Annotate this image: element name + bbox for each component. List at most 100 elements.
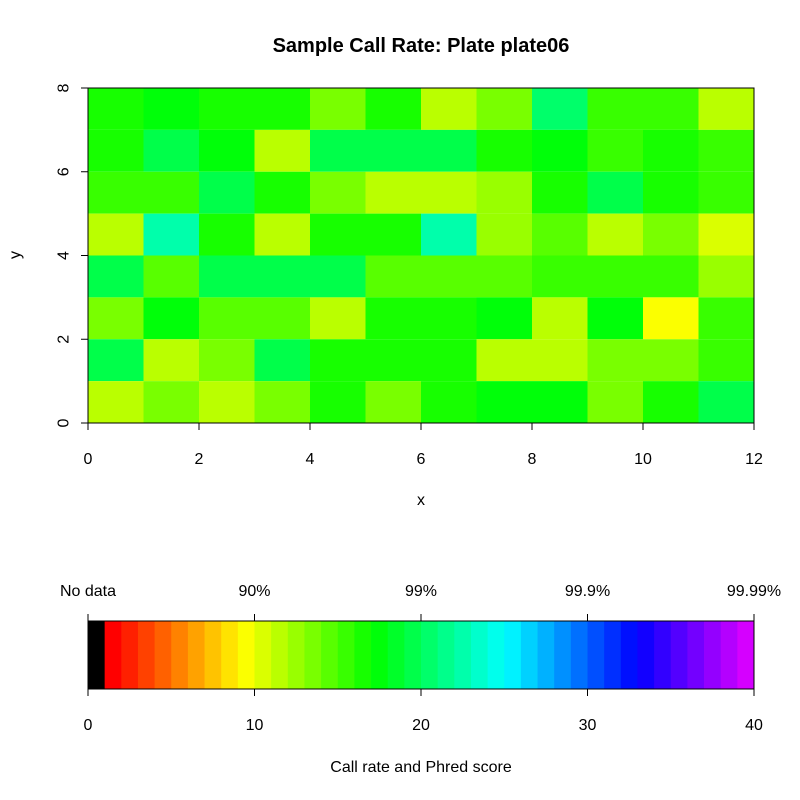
legend-tick-label: 20 bbox=[412, 717, 430, 734]
heatmap-cell bbox=[421, 297, 477, 340]
legend-swatch bbox=[204, 621, 222, 689]
heatmap-cell bbox=[643, 381, 699, 423]
legend-top-label: 99.9% bbox=[565, 583, 610, 600]
legend-swatch bbox=[254, 621, 272, 689]
heatmap-cell bbox=[88, 88, 144, 130]
heatmap-cell bbox=[365, 381, 421, 423]
y-axis-label: y bbox=[7, 251, 24, 259]
heatmap-cell bbox=[643, 129, 699, 172]
heatmap-cell bbox=[532, 255, 588, 298]
legend-swatch bbox=[137, 621, 155, 689]
heatmap-cell bbox=[143, 129, 199, 172]
heatmap-cell bbox=[199, 339, 255, 382]
heatmap-cell bbox=[532, 88, 588, 130]
y-tick-label: 6 bbox=[56, 167, 73, 176]
legend-swatch bbox=[687, 621, 705, 689]
y-axis: 0 2 4 6 8 bbox=[56, 83, 89, 427]
heatmap-cell bbox=[310, 213, 366, 256]
heatmap-cell bbox=[643, 88, 699, 130]
heatmap-cell bbox=[88, 381, 144, 423]
heatmap-cell bbox=[254, 213, 310, 256]
heatmap-cell bbox=[532, 129, 588, 172]
heatmap-cell bbox=[476, 129, 532, 172]
heatmap-cell bbox=[698, 381, 754, 423]
heatmap-cell bbox=[254, 171, 310, 214]
legend-swatch bbox=[354, 621, 372, 689]
legend-swatch bbox=[454, 621, 472, 689]
heatmap-cell bbox=[199, 381, 255, 423]
heatmap-cell bbox=[587, 255, 643, 298]
heatmap-cell bbox=[587, 88, 643, 130]
legend-swatch bbox=[154, 621, 172, 689]
legend-swatch bbox=[387, 621, 405, 689]
heatmap-cell bbox=[698, 129, 754, 172]
heatmap-cell bbox=[310, 129, 366, 172]
heatmap-cell bbox=[310, 381, 366, 423]
heatmap-cell bbox=[199, 297, 255, 340]
heatmap-cell bbox=[698, 339, 754, 382]
heatmap-cell bbox=[143, 381, 199, 423]
heatmap-cell bbox=[587, 381, 643, 423]
heatmap-cell bbox=[365, 213, 421, 256]
legend-swatch bbox=[121, 621, 139, 689]
heatmap-cell bbox=[421, 129, 477, 172]
legend-swatch bbox=[287, 621, 305, 689]
x-tick-label: 0 bbox=[84, 451, 93, 468]
legend-swatch bbox=[670, 621, 688, 689]
heatmap-cell bbox=[199, 213, 255, 256]
heatmap-cell bbox=[365, 171, 421, 214]
heatmap-cell bbox=[698, 213, 754, 256]
legend-swatch bbox=[271, 621, 289, 689]
heatmap-cell bbox=[532, 213, 588, 256]
legend-swatch bbox=[720, 621, 738, 689]
heatmap-cell bbox=[310, 88, 366, 130]
legend-swatch bbox=[570, 621, 588, 689]
heatmap-cell bbox=[698, 255, 754, 298]
legend-top-label: 90% bbox=[238, 583, 270, 600]
heatmap-cell bbox=[88, 129, 144, 172]
heatmap-cell bbox=[365, 297, 421, 340]
heatmap-cell bbox=[254, 129, 310, 172]
heatmap-cell bbox=[421, 88, 477, 130]
legend-swatch bbox=[371, 621, 389, 689]
heatmap-cell bbox=[532, 381, 588, 423]
legend-tick-label: 30 bbox=[579, 717, 597, 734]
legend-swatch bbox=[637, 621, 655, 689]
heatmap-cell bbox=[88, 171, 144, 214]
legend-swatch bbox=[504, 621, 522, 689]
heatmap-cell bbox=[476, 255, 532, 298]
heatmap-cell bbox=[587, 171, 643, 214]
legend-swatch bbox=[537, 621, 555, 689]
chart-title: Sample Call Rate: Plate plate06 bbox=[273, 35, 570, 57]
legend-swatch bbox=[737, 621, 755, 689]
heatmap-cell bbox=[587, 297, 643, 340]
legend-swatch bbox=[304, 621, 322, 689]
legend-swatch bbox=[554, 621, 572, 689]
heatmap-cell bbox=[643, 297, 699, 340]
heatmap-cell bbox=[476, 381, 532, 423]
y-tick-label: 8 bbox=[56, 83, 73, 92]
heatmap-cell bbox=[476, 213, 532, 256]
heatmap-cell bbox=[532, 171, 588, 214]
x-tick-label: 2 bbox=[195, 451, 204, 468]
legend-top-label: 99% bbox=[405, 583, 437, 600]
heatmap-cell bbox=[643, 213, 699, 256]
heatmap-cells bbox=[88, 88, 754, 423]
heatmap-cell bbox=[476, 339, 532, 382]
heatmap-cell bbox=[143, 255, 199, 298]
heatmap-cell bbox=[310, 171, 366, 214]
legend-swatch bbox=[104, 621, 122, 689]
heatmap-cell bbox=[365, 339, 421, 382]
y-tick-label: 4 bbox=[56, 251, 73, 260]
heatmap-cell bbox=[421, 381, 477, 423]
heatmap-cell bbox=[254, 297, 310, 340]
heatmap-cell bbox=[143, 297, 199, 340]
x-tick-label: 6 bbox=[417, 451, 426, 468]
legend-swatch bbox=[604, 621, 622, 689]
heatmap-cell bbox=[365, 255, 421, 298]
x-tick-label: 8 bbox=[528, 451, 537, 468]
heatmap-cell bbox=[88, 213, 144, 256]
legend-swatch bbox=[404, 621, 422, 689]
heatmap-cell bbox=[310, 297, 366, 340]
